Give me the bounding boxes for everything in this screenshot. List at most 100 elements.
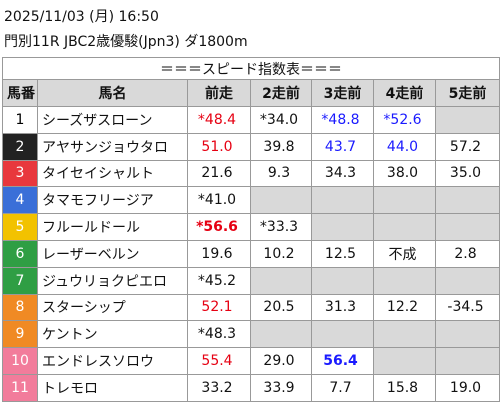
horse-name: ケントン (37, 320, 188, 349)
empty-cell (434, 106, 501, 134)
horse-row: 10 エンドレスソロウ 55.4 29.0 56.4 (2, 347, 501, 375)
speed-index: 29.0 (250, 347, 312, 375)
empty-cell (434, 186, 501, 215)
speed-index: 33.9 (250, 373, 312, 402)
speed-index: 57.2 (434, 132, 501, 161)
empty-cell (373, 347, 436, 375)
speed-index: 55.4 (187, 347, 251, 375)
title-row: ＝＝＝スピード指数表＝＝＝ (1, 57, 501, 80)
speed-index: 15.8 (373, 373, 436, 402)
horse-row: 7 ジュウリョクピエロ *45.2 (2, 266, 501, 295)
speed-index: 43.7 (311, 132, 374, 161)
column-header: 前走 (187, 79, 251, 107)
speed-index: 12.2 (373, 293, 436, 322)
speed-index: 19.0 (434, 373, 501, 402)
horse-name: トレモロ (37, 373, 188, 402)
horse-number: 1 (2, 106, 38, 134)
table-title: ＝＝＝スピード指数表＝＝＝ (1, 57, 501, 80)
speed-index: *52.6 (373, 106, 436, 134)
empty-cell (311, 186, 374, 215)
speed-index: 12.5 (311, 239, 374, 268)
horse-row: 11 トレモロ 33.2 33.9 7.7 15.8 19.0 (2, 373, 501, 402)
speed-index: *33.3 (250, 213, 312, 241)
horse-row: 3 タイセイシャルト 21.6 9.3 34.3 38.0 35.0 (2, 159, 501, 188)
speed-index: *34.0 (250, 106, 312, 134)
speed-index: -34.5 (434, 293, 501, 322)
speed-index: 38.0 (373, 159, 436, 188)
empty-cell (373, 320, 436, 349)
horse-row: 1 シーズザスローン *48.4 *34.0 *48.8 *52.6 (2, 106, 501, 134)
horse-name: タイセイシャルト (37, 159, 188, 188)
horse-number: 5 (2, 213, 38, 241)
speed-index: 44.0 (373, 132, 436, 161)
empty-cell (434, 266, 501, 295)
column-header: 2走前 (250, 79, 312, 107)
speed-index: 7.7 (311, 373, 374, 402)
column-header: 馬名 (37, 79, 188, 107)
empty-cell (311, 266, 374, 295)
horse-name: シーズザスローン (37, 106, 188, 134)
horse-number: 2 (2, 132, 38, 161)
speed-index: 2.8 (434, 239, 501, 268)
horse-number: 8 (2, 293, 38, 322)
empty-cell (373, 266, 436, 295)
speed-index: 33.2 (187, 373, 251, 402)
horse-number: 9 (2, 320, 38, 349)
speed-index: *56.6 (187, 213, 251, 241)
horse-number: 4 (2, 186, 38, 215)
horse-number: 7 (2, 266, 38, 295)
column-header: 馬番 (2, 79, 38, 107)
speed-index: *48.4 (187, 106, 251, 134)
horse-row: 9 ケントン *48.3 (2, 320, 501, 349)
horse-row: 8 スターシップ 52.1 20.5 31.3 12.2 -34.5 (2, 293, 501, 322)
speed-index: 51.0 (187, 132, 251, 161)
speed-index: 34.3 (311, 159, 374, 188)
horse-row: 2 アヤサンジョウタロ 51.0 39.8 43.7 44.0 57.2 (2, 132, 501, 161)
horse-number: 11 (2, 373, 38, 402)
horse-number: 3 (2, 159, 38, 188)
horse-name: スターシップ (37, 293, 188, 322)
empty-cell (373, 186, 436, 215)
horse-number: 6 (2, 239, 38, 268)
empty-cell (311, 320, 374, 349)
race-info: 門別11R JBC2歳優駿(Jpn3) ダ1800m (4, 34, 248, 50)
speed-index: 31.3 (311, 293, 374, 322)
speed-index: 52.1 (187, 293, 251, 322)
horse-row: 6 レーザーベルン 19.6 10.2 12.5 不成 2.8 (2, 239, 501, 268)
speed-index: 35.0 (434, 159, 501, 188)
column-header: 5走前 (434, 79, 501, 107)
speed-index: 9.3 (250, 159, 312, 188)
horse-name: フルールドール (37, 213, 188, 241)
speed-index: 19.6 (187, 239, 251, 268)
empty-cell (250, 186, 312, 215)
speed-index: *48.8 (311, 106, 374, 134)
horse-name: アヤサンジョウタロ (37, 132, 188, 161)
speed-table: ＝＝＝スピード指数表＝＝＝ 馬番 馬名 前走 2走前 3走前 4走前 5走前 1 シーズザスローン… (1, 57, 501, 402)
empty-cell (250, 320, 312, 349)
horse-row: 5 フルールドール *56.6 *33.3 (2, 213, 501, 241)
empty-cell (434, 213, 501, 241)
empty-cell (434, 320, 501, 349)
horse-name: エンドレスソロウ (37, 347, 188, 375)
speed-index: *45.2 (187, 266, 251, 295)
speed-index: *48.3 (187, 320, 251, 349)
speed-index: 不成 (373, 239, 436, 268)
header-row: 馬番 馬名 前走 2走前 3走前 4走前 5走前 (2, 79, 501, 107)
empty-cell (311, 213, 374, 241)
speed-index: 10.2 (250, 239, 312, 268)
column-header: 4走前 (373, 79, 436, 107)
empty-cell (250, 266, 312, 295)
horse-name: レーザーベルン (37, 239, 188, 268)
speed-index: 21.6 (187, 159, 251, 188)
speed-index: 20.5 (250, 293, 312, 322)
empty-cell (373, 213, 436, 241)
horse-number: 10 (2, 347, 38, 375)
empty-cell (434, 347, 501, 375)
speed-index: 56.4 (311, 347, 374, 375)
speed-index: *41.0 (187, 186, 251, 215)
speed-index: 39.8 (250, 132, 312, 161)
horse-name: ジュウリョクピエロ (37, 266, 188, 295)
column-header: 3走前 (311, 79, 374, 107)
horse-name: タマモフリージア (37, 186, 188, 215)
